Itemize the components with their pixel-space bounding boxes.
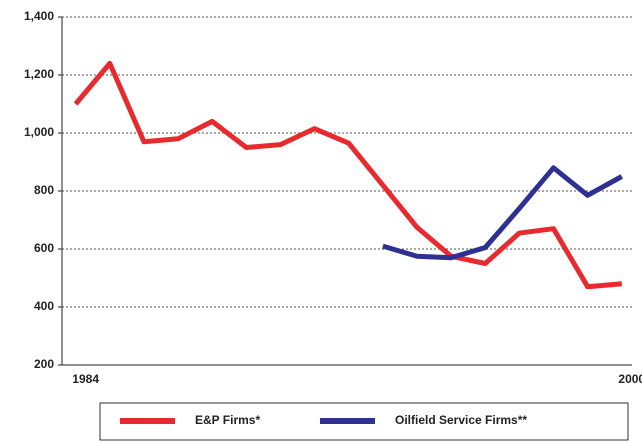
y-tick-label: 200 [34,357,54,371]
legend-label: Oilfield Service Firms** [395,413,527,427]
y-tick-label: 400 [34,299,54,313]
x-tick-label: 2000 [618,372,642,386]
y-tick-label: 1,000 [24,125,54,139]
x-tick-label: 1984 [72,372,99,386]
y-tick-label: 1,200 [24,67,54,81]
legend-label: E&P Firms* [195,413,260,427]
y-tick-label: 800 [34,183,54,197]
legend-box [99,402,629,441]
series-line [382,165,623,261]
y-tick-label: 600 [34,241,54,255]
y-tick-label: 1,400 [24,9,54,23]
series-line [73,60,622,290]
